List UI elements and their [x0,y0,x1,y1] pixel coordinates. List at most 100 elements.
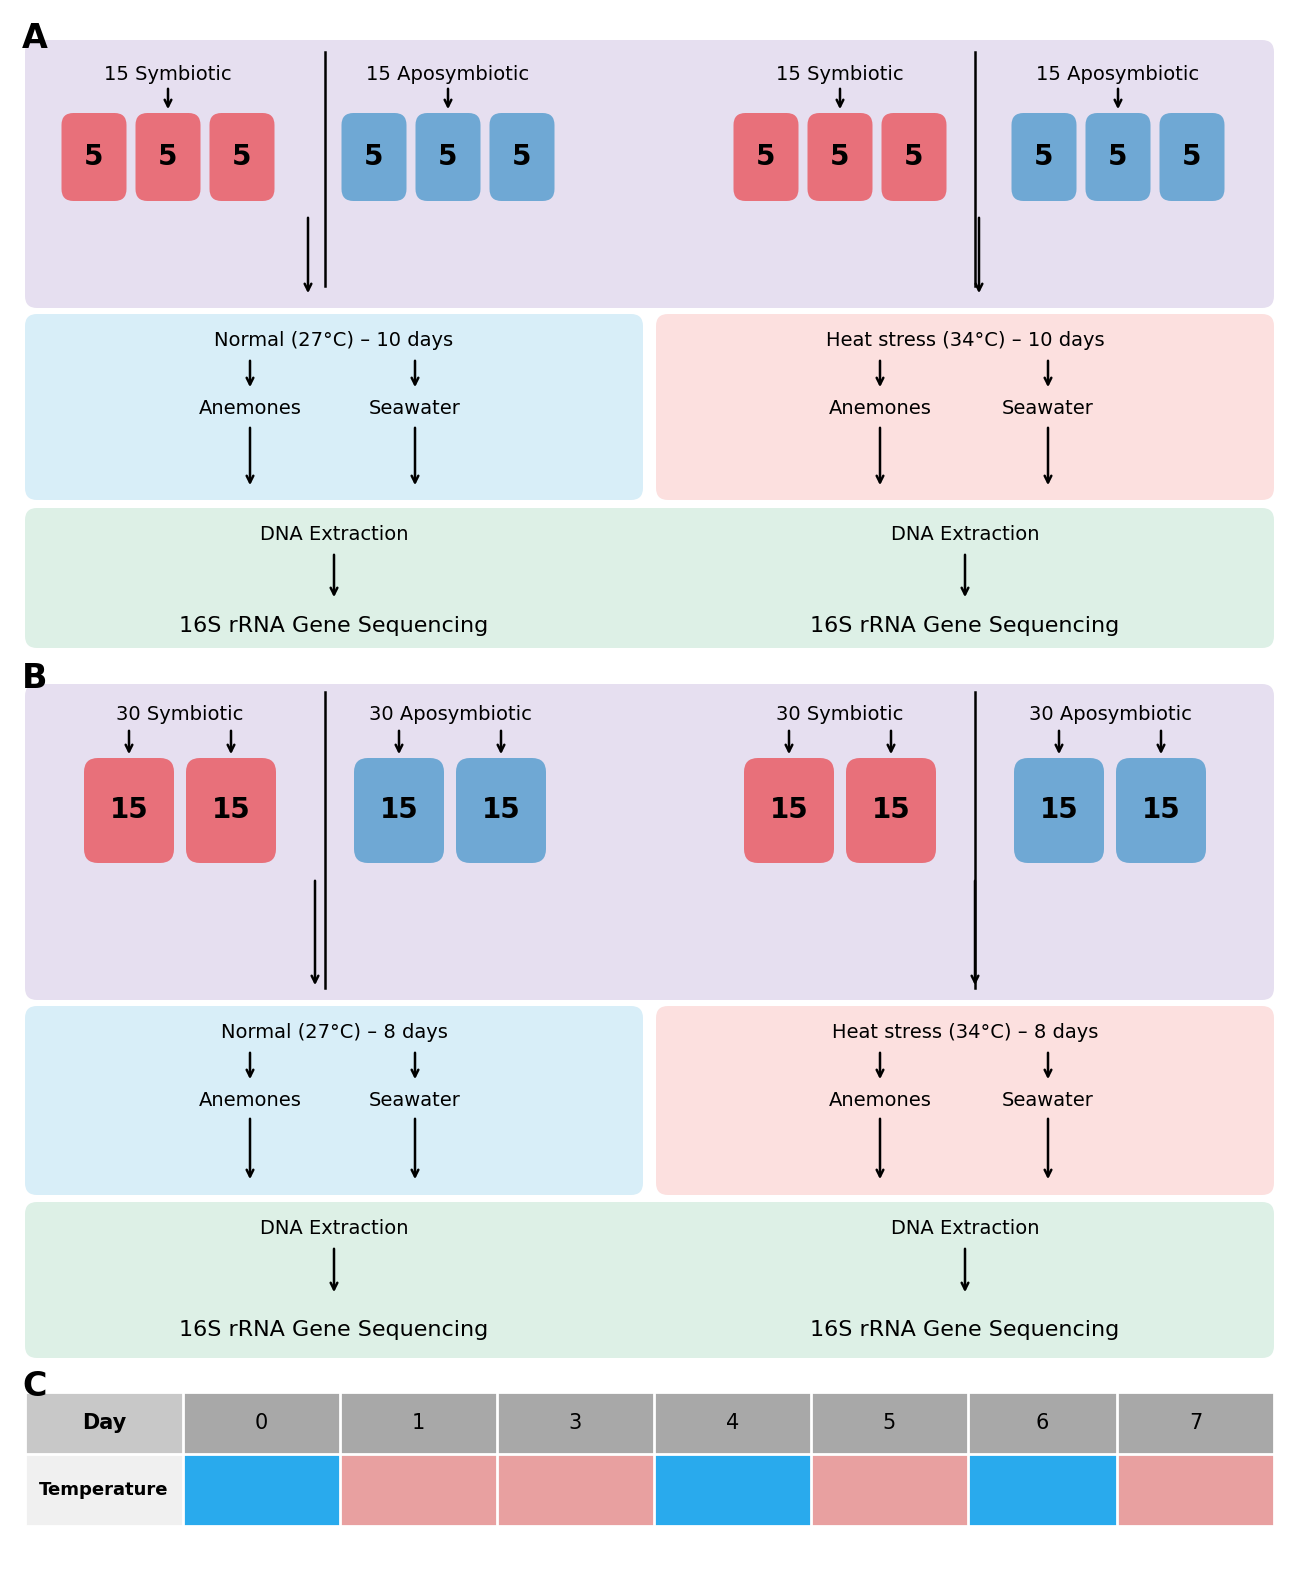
Text: 5: 5 [84,144,104,171]
FancyBboxPatch shape [25,39,1274,308]
FancyBboxPatch shape [1015,758,1104,864]
FancyBboxPatch shape [456,758,546,864]
Text: C: C [22,1371,47,1404]
Text: 15: 15 [1142,796,1181,824]
Text: 4: 4 [726,1413,739,1434]
Text: 5: 5 [233,144,252,171]
Bar [653,1393,811,1454]
FancyBboxPatch shape [135,114,200,201]
FancyBboxPatch shape [25,1006,643,1195]
FancyBboxPatch shape [1012,114,1077,201]
Bar [183,1454,340,1525]
FancyBboxPatch shape [25,314,643,501]
Bar [968,1454,1117,1525]
FancyBboxPatch shape [342,114,407,201]
FancyBboxPatch shape [656,314,1274,501]
Text: Anemones: Anemones [199,398,301,417]
Text: 16S rRNA Gene Sequencing: 16S rRNA Gene Sequencing [811,1320,1120,1341]
Text: 15: 15 [1039,796,1078,824]
Text: 5: 5 [512,144,531,171]
Bar [340,1393,498,1454]
Text: Anemones: Anemones [829,1091,931,1110]
Text: Heat stress (34°C) – 10 days: Heat stress (34°C) – 10 days [826,330,1104,349]
Text: 30 Symbiotic: 30 Symbiotic [117,706,244,725]
Text: Seawater: Seawater [369,398,461,417]
Bar [183,1393,340,1454]
FancyBboxPatch shape [744,758,834,864]
FancyBboxPatch shape [1086,114,1151,201]
Text: 15: 15 [872,796,911,824]
FancyBboxPatch shape [734,114,799,201]
Text: 5: 5 [883,1413,896,1434]
Text: 16S rRNA Gene Sequencing: 16S rRNA Gene Sequencing [179,616,488,636]
FancyBboxPatch shape [808,114,873,201]
Text: 15 Aposymbiotic: 15 Aposymbiotic [366,65,530,84]
Text: Normal (27°C) – 10 days: Normal (27°C) – 10 days [214,330,453,349]
Text: Temperature: Temperature [39,1481,169,1498]
Text: 16S rRNA Gene Sequencing: 16S rRNA Gene Sequencing [811,616,1120,636]
Text: 30 Aposymbiotic: 30 Aposymbiotic [369,706,531,725]
Text: DNA Extraction: DNA Extraction [260,1219,408,1238]
Text: Anemones: Anemones [199,1091,301,1110]
Text: 15: 15 [379,796,418,824]
Text: DNA Extraction: DNA Extraction [891,1219,1039,1238]
Bar [1117,1393,1274,1454]
FancyBboxPatch shape [209,114,274,201]
FancyBboxPatch shape [882,114,947,201]
Text: Anemones: Anemones [829,398,931,417]
Text: 15: 15 [109,796,148,824]
Text: 15 Symbiotic: 15 Symbiotic [777,65,904,84]
Bar [25,1393,183,1454]
FancyBboxPatch shape [25,684,1274,1000]
FancyBboxPatch shape [490,114,555,201]
FancyBboxPatch shape [25,1202,1274,1358]
Text: Seawater: Seawater [1002,1091,1094,1110]
FancyBboxPatch shape [355,758,444,864]
Bar [653,1454,811,1525]
Text: 5: 5 [438,144,457,171]
Text: Seawater: Seawater [1002,398,1094,417]
Text: B: B [22,662,48,695]
FancyBboxPatch shape [416,114,481,201]
Text: Heat stress (34°C) – 8 days: Heat stress (34°C) – 8 days [831,1023,1098,1042]
Text: 6: 6 [1035,1413,1050,1434]
Text: 5: 5 [1034,144,1053,171]
Text: Day: Day [82,1413,126,1434]
Text: 1: 1 [412,1413,425,1434]
Bar [25,1454,183,1525]
Text: 15 Symbiotic: 15 Symbiotic [104,65,231,84]
Text: 5: 5 [756,144,776,171]
Text: 0: 0 [255,1413,268,1434]
Text: 5: 5 [158,144,178,171]
Bar [498,1393,653,1454]
Text: 5: 5 [364,144,383,171]
Text: 5: 5 [904,144,924,171]
Text: 5: 5 [1182,144,1202,171]
FancyBboxPatch shape [25,508,1274,647]
Text: Normal (27°C) – 8 days: Normal (27°C) – 8 days [221,1023,447,1042]
Text: 3: 3 [569,1413,582,1434]
FancyBboxPatch shape [61,114,126,201]
FancyBboxPatch shape [84,758,174,864]
Bar [811,1454,968,1525]
Text: 15 Aposymbiotic: 15 Aposymbiotic [1037,65,1199,84]
Text: A: A [22,22,48,55]
Text: 30 Aposymbiotic: 30 Aposymbiotic [1029,706,1191,725]
Text: 5: 5 [1108,144,1128,171]
Text: Seawater: Seawater [369,1091,461,1110]
Text: DNA Extraction: DNA Extraction [260,524,408,543]
Text: 15: 15 [769,796,808,824]
FancyBboxPatch shape [186,758,275,864]
Bar [968,1393,1117,1454]
Text: 30 Symbiotic: 30 Symbiotic [777,706,904,725]
Text: 15: 15 [212,796,251,824]
FancyBboxPatch shape [1116,758,1205,864]
Bar [340,1454,498,1525]
Bar [811,1393,968,1454]
Bar [498,1454,653,1525]
Text: 7: 7 [1189,1413,1202,1434]
Text: 5: 5 [830,144,850,171]
Text: 15: 15 [482,796,521,824]
Bar [1117,1454,1274,1525]
FancyBboxPatch shape [846,758,937,864]
